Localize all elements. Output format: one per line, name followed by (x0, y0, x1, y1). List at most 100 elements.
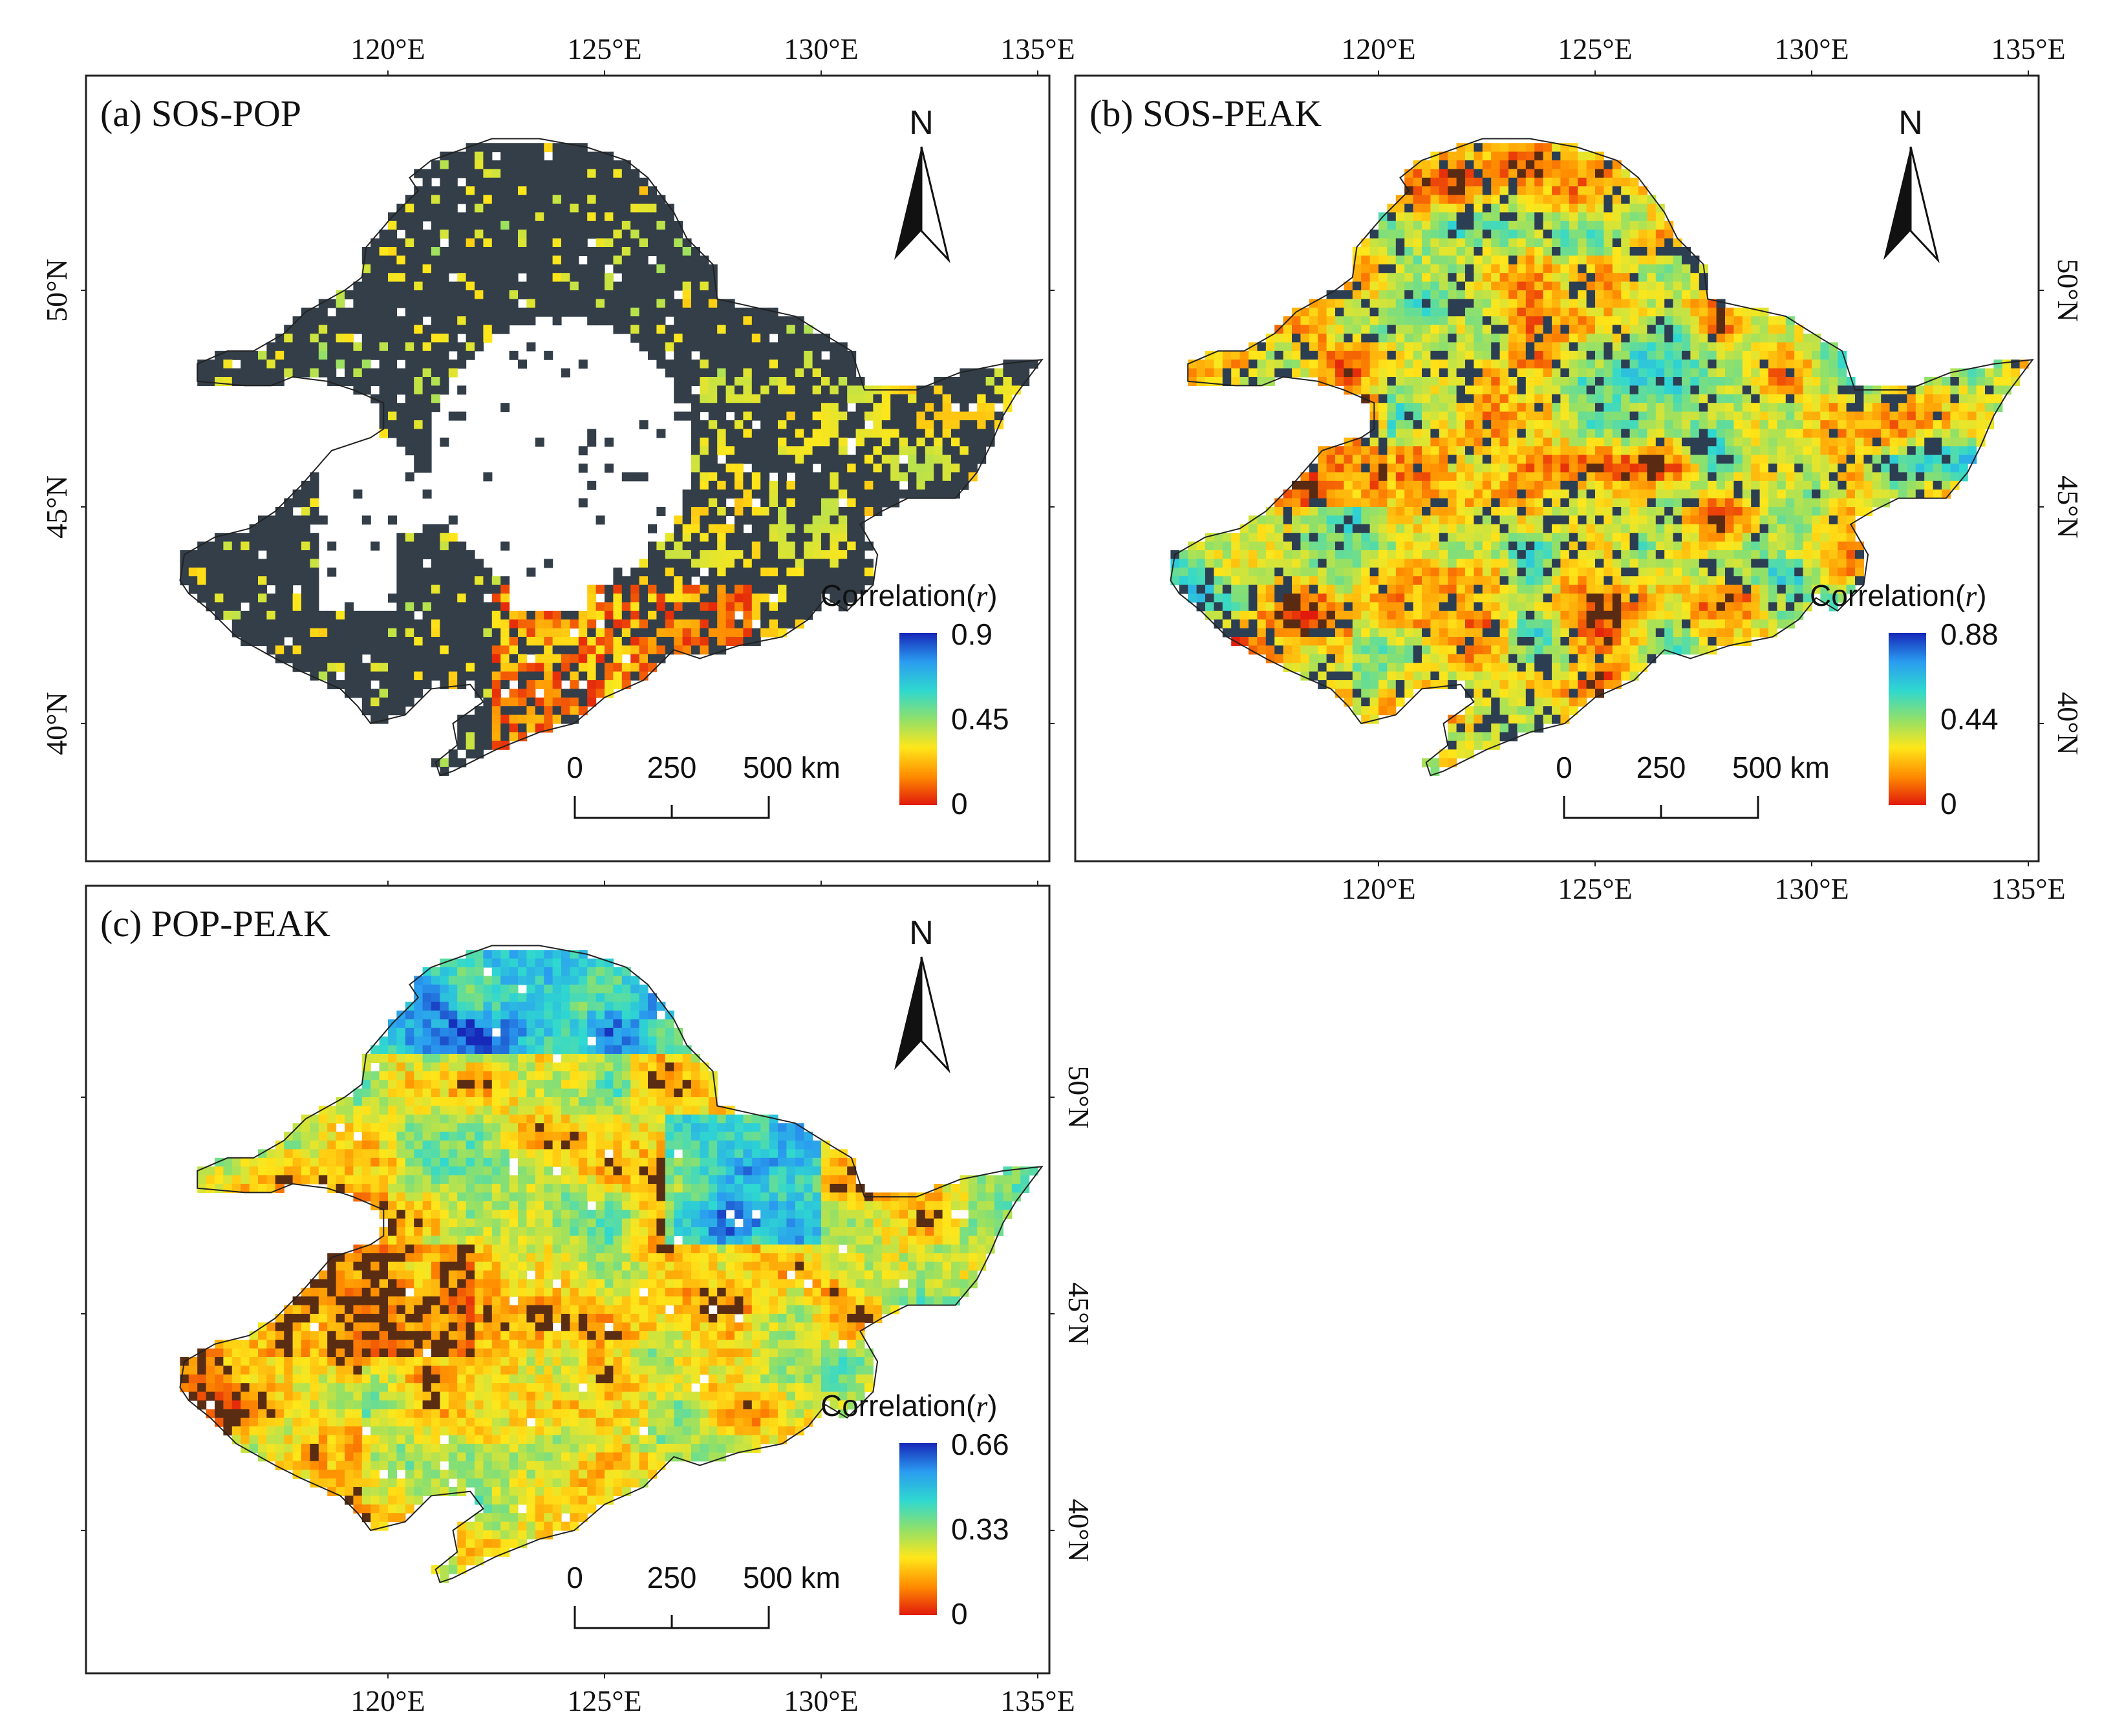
raster-cell (1448, 359, 1457, 369)
raster-cell (284, 610, 294, 620)
raster-cell (795, 420, 804, 429)
raster-cell (751, 594, 761, 603)
raster-cell (1708, 403, 1717, 413)
raster-cell (223, 567, 233, 577)
raster-cell (700, 290, 709, 299)
raster-cell (466, 723, 475, 733)
raster-cell (1378, 334, 1388, 343)
raster-cell (1517, 238, 1527, 248)
raster-cell (310, 515, 319, 525)
raster-cell (725, 472, 735, 482)
raster-cell (396, 654, 406, 663)
raster-cell (552, 264, 562, 273)
raster-cell (526, 273, 536, 283)
raster-cell (561, 610, 570, 620)
raster-cell (1404, 455, 1414, 464)
raster-cell (1716, 385, 1726, 395)
raster-cell (665, 255, 674, 265)
raster-cell (370, 541, 380, 551)
raster-cell (578, 637, 588, 646)
raster-cell (717, 411, 727, 421)
raster-cell (804, 411, 813, 421)
raster-cell (1898, 480, 1907, 490)
raster-cell (1595, 325, 1604, 334)
raster-cell (457, 160, 467, 169)
raster-cell (1387, 377, 1397, 386)
raster-cell (665, 628, 674, 638)
raster-cell (1482, 464, 1492, 473)
raster-cell (275, 368, 284, 378)
raster-cell (855, 446, 865, 456)
raster-cell (934, 446, 943, 456)
raster-cell (1578, 464, 1587, 473)
raster-cell (544, 645, 553, 655)
raster-cell (751, 429, 761, 438)
raster-cell (509, 689, 519, 698)
raster-cell (908, 464, 917, 473)
raster-cell (1508, 186, 1518, 196)
raster-cell (899, 446, 908, 456)
raster-cell (881, 472, 891, 482)
raster-cell (985, 385, 995, 395)
raster-cell (570, 299, 579, 308)
raster-cell (717, 584, 727, 594)
raster-cell (1958, 420, 1968, 429)
raster-cell (422, 290, 432, 299)
raster-cell (778, 594, 787, 603)
raster-cell (769, 359, 778, 369)
raster-cell (717, 550, 727, 559)
raster-cell (778, 559, 787, 568)
raster-cell (457, 281, 467, 291)
raster-cell (1534, 411, 1544, 421)
raster-cell (1950, 368, 1960, 378)
raster-cell (544, 238, 553, 248)
raster-cell (1768, 334, 1777, 343)
raster-cell (475, 628, 484, 638)
raster-cell (1448, 212, 1457, 222)
raster-cell (405, 429, 414, 438)
raster-cell (890, 464, 900, 473)
raster-cell (1517, 334, 1527, 343)
raster-cell (1361, 377, 1371, 386)
raster-cell (1430, 403, 1440, 413)
raster-cell (249, 619, 259, 629)
raster-cell (1759, 437, 1769, 447)
raster-cell (1413, 385, 1422, 395)
raster-cell (691, 394, 700, 403)
raster-cell (431, 619, 440, 629)
raster-cell (1725, 307, 1734, 317)
raster-cell (388, 411, 397, 421)
raster-cell (1309, 480, 1318, 490)
raster-cell (621, 472, 631, 482)
raster-cell (630, 238, 640, 248)
raster-cell (570, 264, 579, 273)
raster-cell (1794, 394, 1804, 403)
raster-cell (587, 671, 597, 681)
raster-cell (769, 498, 778, 508)
raster-cell (1422, 160, 1431, 169)
raster-cell (292, 576, 302, 586)
raster-cell (440, 671, 449, 681)
raster-cell (725, 464, 735, 473)
raster-cell (821, 403, 830, 413)
raster-cell (1742, 342, 1752, 352)
raster-cell (1682, 255, 1691, 265)
raster-cell (2002, 359, 2011, 369)
raster-cell (1517, 350, 1527, 360)
raster-cell (735, 628, 744, 638)
raster-cell (1482, 299, 1492, 308)
raster-cell (1517, 186, 1527, 196)
raster-cell (674, 325, 683, 334)
raster-cell (735, 524, 744, 533)
raster-cell (1517, 472, 1527, 482)
raster-cell (1985, 394, 1994, 403)
raster-cell (1803, 377, 1812, 386)
raster-cell (1586, 411, 1596, 421)
raster-cell (1439, 177, 1448, 187)
raster-cell (1586, 377, 1596, 386)
raster-cell (682, 385, 692, 395)
raster-cell (873, 429, 883, 438)
raster-cell (570, 281, 579, 291)
raster-cell (526, 247, 536, 256)
raster-cell (1344, 446, 1353, 456)
